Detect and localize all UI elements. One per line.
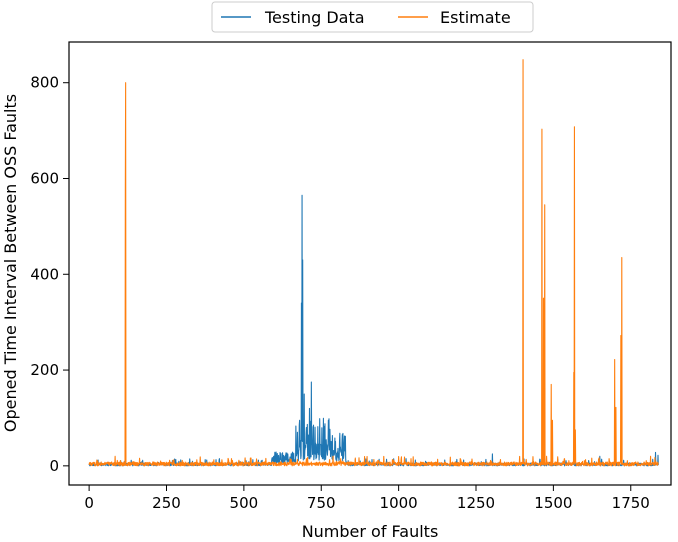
y-axis-label: Opened Time Interval Between OSS Faults <box>1 94 20 432</box>
plot-frame <box>68 41 672 486</box>
y-tick-label: 600 <box>30 169 59 187</box>
y-tick-label: 200 <box>30 361 59 379</box>
legend-box <box>211 1 534 33</box>
legend-label-estimate: Estimate <box>440 8 511 27</box>
legend: Testing Data Estimate <box>211 1 534 33</box>
x-tick-label: 1250 <box>457 494 495 512</box>
y-axis: 0 200 400 600 800 <box>30 74 69 475</box>
x-tick-label: 500 <box>230 494 259 512</box>
x-tick-label: 0 <box>84 494 94 512</box>
y-tick-label: 800 <box>30 74 59 92</box>
x-axis: 0 250 500 750 1000 1250 1500 1750 <box>84 485 650 512</box>
x-tick-label: 1000 <box>380 494 418 512</box>
x-tick-label: 250 <box>152 494 181 512</box>
x-axis-label: Number of Faults <box>302 522 439 541</box>
legend-label-testing-data: Testing Data <box>264 8 365 27</box>
series-layer <box>88 59 659 467</box>
y-tick-label: 0 <box>49 457 59 475</box>
x-tick-label: 1750 <box>612 494 650 512</box>
y-tick-label: 400 <box>30 265 59 283</box>
series-line-estimate <box>88 59 659 467</box>
x-tick-label: 1500 <box>534 494 572 512</box>
x-tick-label: 750 <box>307 494 336 512</box>
